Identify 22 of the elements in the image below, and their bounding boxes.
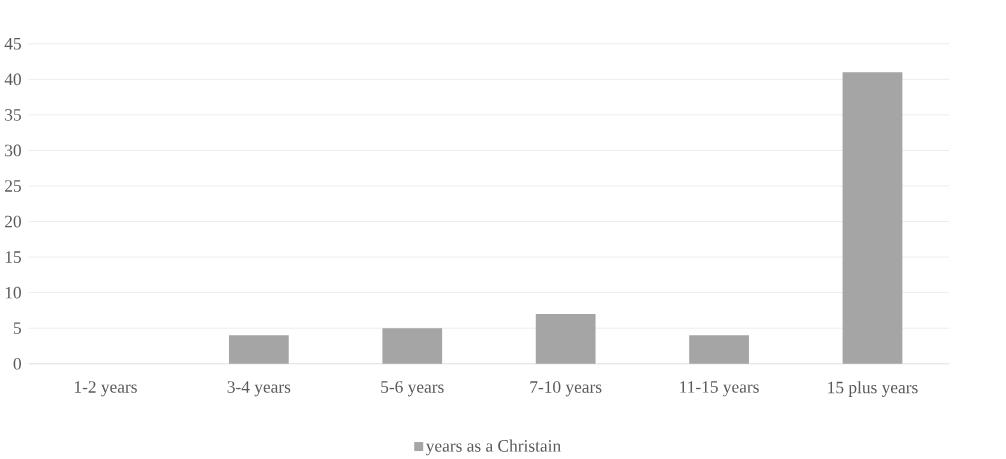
y-tick-label: 5 xyxy=(13,322,21,335)
y-tick-label: 20 xyxy=(5,215,21,228)
x-tick-label: 1-2 years xyxy=(74,381,137,397)
y-tick-label: 10 xyxy=(5,286,21,299)
x-tick-label: 5-6 years xyxy=(381,381,444,397)
y-tick-label: 0 xyxy=(13,358,21,370)
bar xyxy=(842,72,903,364)
legend-label: years as a Christain xyxy=(425,439,561,456)
bar xyxy=(382,328,443,364)
x-tick-label: 11-15 years xyxy=(680,381,759,397)
y-tick-label: 30 xyxy=(5,144,21,157)
x-tick-label: 15 plus years xyxy=(828,381,918,398)
y-tick-label: 40 xyxy=(4,73,21,86)
y-tick-label: 35 xyxy=(5,109,21,121)
x-tick-label: 7-10 years xyxy=(530,381,602,397)
bar xyxy=(228,335,289,364)
y-tick-label: 15 xyxy=(5,251,21,264)
x-tick-label: 3-4 years xyxy=(227,381,291,397)
y-tick-label: 25 xyxy=(5,180,21,192)
y-tick-label: 45 xyxy=(4,38,21,50)
bar xyxy=(689,335,749,364)
bar xyxy=(535,314,596,364)
